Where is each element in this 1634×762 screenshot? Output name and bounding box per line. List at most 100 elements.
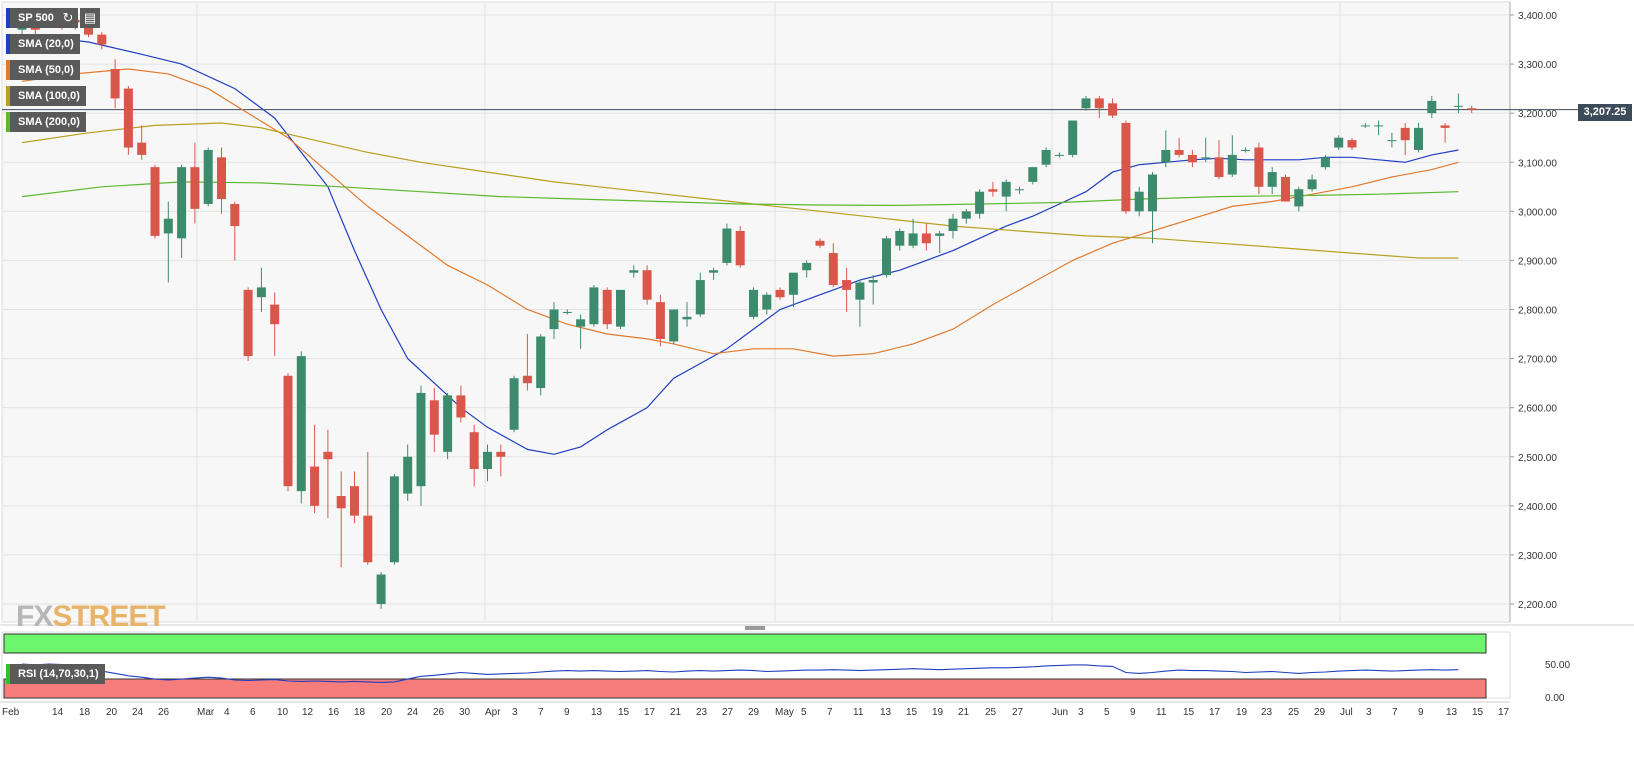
candle-body <box>695 280 705 315</box>
x-tick-label: 16 <box>328 707 340 718</box>
candle-body <box>1015 189 1024 191</box>
y-tick-label: 2,300.00 <box>1518 551 1557 562</box>
candle-body <box>828 253 838 285</box>
candle-body <box>522 375 532 384</box>
candle-body <box>855 282 865 300</box>
x-tick-label: 3 <box>1366 707 1372 718</box>
y-tick-label: 3,300.00 <box>1518 60 1557 71</box>
y-tick-label: 2,400.00 <box>1518 502 1557 513</box>
x-tick-label: 13 <box>880 707 892 718</box>
refresh-icon[interactable]: ↻ <box>58 8 78 28</box>
x-tick-label: 5 <box>1104 707 1110 718</box>
rsi-line <box>21 663 1459 683</box>
candle-body <box>1134 191 1144 212</box>
candle-body <box>243 289 253 357</box>
candle-body <box>1281 176 1290 202</box>
candle-body <box>150 167 160 236</box>
candle-body <box>1440 125 1450 128</box>
candle-body <box>629 270 639 273</box>
candle-body <box>389 476 399 563</box>
x-tick-label: 17 <box>644 707 656 718</box>
x-tick-label: 30 <box>459 707 471 718</box>
x-tick-label: 7 <box>538 707 544 718</box>
candle-body <box>416 392 426 487</box>
candle-body <box>1068 120 1078 155</box>
x-tick-label: Mar <box>197 707 215 718</box>
chart-settings-icon[interactable]: ▤ <box>80 8 100 28</box>
candle-body <box>576 319 586 327</box>
x-tick-label: 26 <box>158 707 170 718</box>
candle-body <box>1414 127 1423 150</box>
x-tick-label: 27 <box>722 707 734 718</box>
x-tick-label: 23 <box>696 707 708 718</box>
candle-body <box>988 189 998 192</box>
candle-body <box>483 451 492 470</box>
x-tick-label: 11 <box>1156 707 1167 718</box>
candle-body <box>177 167 187 239</box>
x-tick-label: 15 <box>618 707 630 718</box>
x-tick-label: 17 <box>1498 707 1510 718</box>
sma-200-label[interactable]: SMA (200,0) <box>6 112 86 132</box>
x-tick-label: 13 <box>1446 707 1458 718</box>
candle-body <box>536 336 546 389</box>
candle-body <box>1307 179 1317 190</box>
x-tick-label: 15 <box>1183 707 1195 718</box>
x-tick-label: 21 <box>670 707 682 718</box>
candle-body <box>1294 189 1304 207</box>
rsi-label[interactable]: RSI (14,70,30,1) <box>6 664 105 684</box>
y-tick-label: 3,100.00 <box>1518 158 1557 169</box>
candle-body <box>323 451 333 460</box>
candle-body <box>1148 174 1157 212</box>
candle-body <box>1360 125 1370 127</box>
x-tick-label: 25 <box>1288 707 1300 718</box>
candle-body <box>682 316 692 320</box>
candle-body <box>1187 154 1197 163</box>
candle-body <box>709 270 719 273</box>
candle-body <box>1174 149 1184 155</box>
candle-body <box>1320 157 1330 168</box>
candle-body <box>1453 105 1463 107</box>
x-tick-label: 23 <box>1261 707 1273 718</box>
x-tick-label: 27 <box>1012 707 1024 718</box>
x-tick-label: 29 <box>748 707 760 718</box>
candle-body <box>283 375 293 487</box>
candle-body <box>190 167 200 209</box>
candle-body <box>469 432 479 470</box>
candle-body <box>256 287 266 298</box>
candle-body <box>549 309 559 330</box>
x-tick-label: 24 <box>407 707 419 718</box>
candle-body <box>1254 147 1264 187</box>
candle-body <box>1347 140 1357 148</box>
candle-body <box>921 233 931 244</box>
symbol-label: SP 500 <box>6 8 60 28</box>
candle-body <box>350 486 359 516</box>
sma-20-label[interactable]: SMA (20,0) <box>6 34 80 54</box>
sma-100-label[interactable]: SMA (100,0) <box>6 86 86 106</box>
candle-body <box>137 142 147 155</box>
y-tick-label: 2,900.00 <box>1518 256 1557 267</box>
candle-body <box>1387 140 1397 142</box>
x-tick-label: 9 <box>564 707 570 718</box>
sma-50-label[interactable]: SMA (50,0) <box>6 60 80 80</box>
x-tick-label: 10 <box>277 707 289 718</box>
candle-body <box>735 230 745 266</box>
rsi-overbought-band <box>3 633 1487 654</box>
x-tick-label: 21 <box>958 707 970 718</box>
x-tick-label: 6 <box>250 707 256 718</box>
x-tick-label: Jun <box>1052 707 1068 718</box>
candle-body <box>961 211 971 219</box>
candle-body <box>722 228 732 263</box>
candle-body <box>589 287 599 325</box>
candle-body <box>376 574 386 604</box>
candle-body <box>230 203 240 227</box>
candle-body <box>296 356 306 492</box>
candle-body <box>217 157 226 200</box>
candle-body <box>1241 149 1251 151</box>
candle-body <box>762 294 772 310</box>
candle-body <box>1374 125 1384 127</box>
candle-body <box>802 262 812 271</box>
candle-body <box>363 515 373 563</box>
candle-body <box>882 238 891 276</box>
y-tick-label: 2,800.00 <box>1518 306 1557 317</box>
